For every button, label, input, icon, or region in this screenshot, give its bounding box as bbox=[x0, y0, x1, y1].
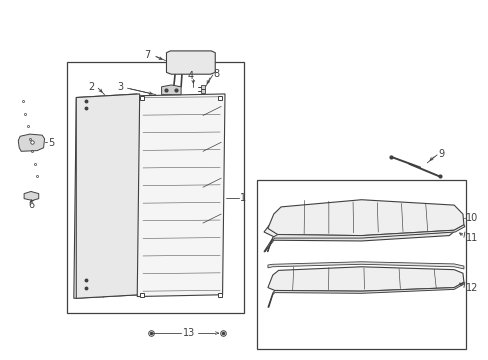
Text: 2: 2 bbox=[88, 82, 95, 92]
Text: 6: 6 bbox=[28, 200, 35, 210]
Text: 4: 4 bbox=[187, 71, 194, 81]
Bar bbox=[66, 62, 244, 313]
Polygon shape bbox=[76, 94, 140, 298]
Text: 12: 12 bbox=[466, 283, 478, 293]
Polygon shape bbox=[264, 206, 459, 237]
Text: 3: 3 bbox=[117, 82, 123, 92]
Polygon shape bbox=[74, 94, 140, 298]
Text: 13: 13 bbox=[182, 328, 194, 338]
Polygon shape bbox=[267, 200, 463, 235]
Text: 5: 5 bbox=[48, 138, 54, 148]
Text: 7: 7 bbox=[144, 50, 151, 60]
Text: 11: 11 bbox=[466, 233, 478, 243]
Polygon shape bbox=[267, 267, 463, 291]
Polygon shape bbox=[161, 85, 181, 95]
Polygon shape bbox=[264, 225, 459, 252]
Polygon shape bbox=[267, 225, 464, 252]
Polygon shape bbox=[24, 192, 39, 201]
Text: 8: 8 bbox=[213, 69, 220, 79]
Bar bbox=[256, 180, 466, 348]
Text: 10: 10 bbox=[466, 213, 478, 222]
Text: 1: 1 bbox=[239, 193, 245, 203]
Polygon shape bbox=[166, 51, 215, 74]
Polygon shape bbox=[137, 94, 224, 297]
Text: 9: 9 bbox=[437, 149, 443, 159]
Polygon shape bbox=[267, 262, 463, 269]
Polygon shape bbox=[267, 282, 463, 307]
Polygon shape bbox=[18, 134, 44, 151]
